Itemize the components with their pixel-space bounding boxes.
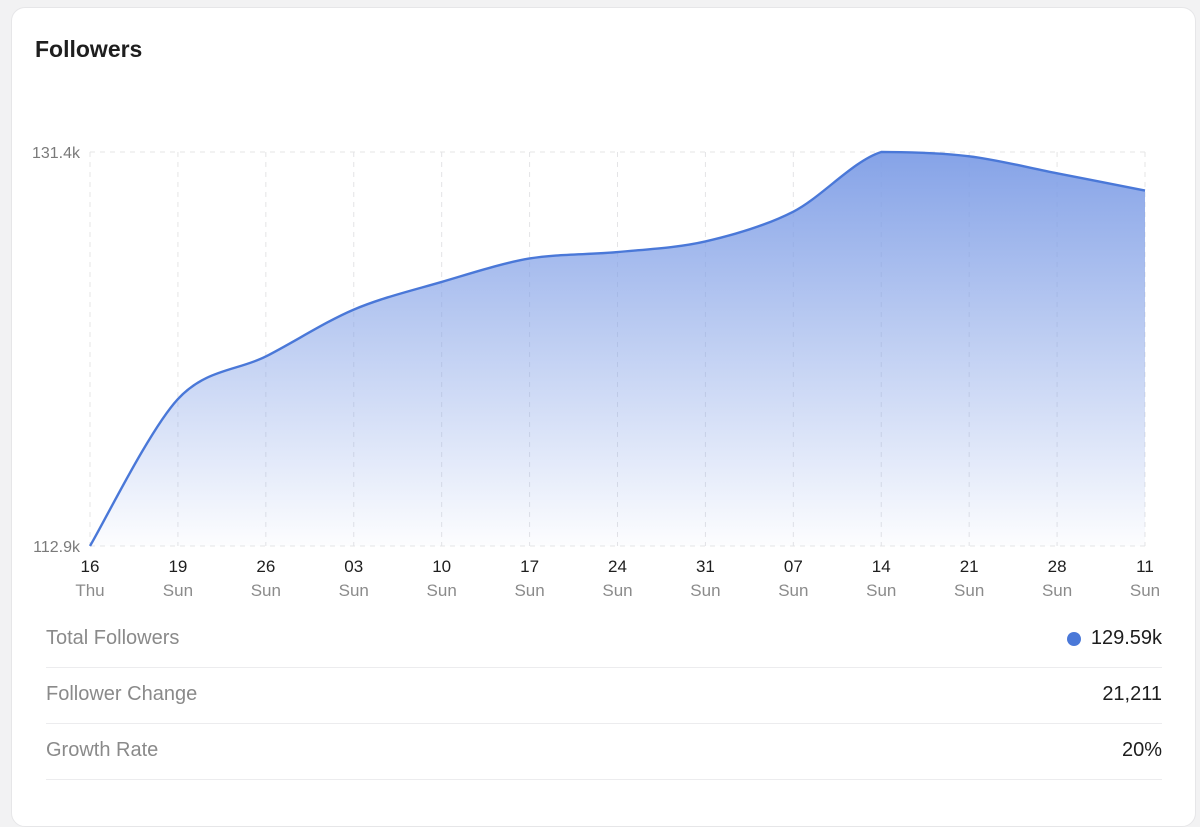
- stat-row-follower-change: Follower Change 21,211: [46, 668, 1162, 724]
- stat-label: Growth Rate: [46, 739, 159, 761]
- x-tick-day-label: 24: [608, 557, 627, 576]
- x-tick-weekday-label: Sun: [339, 581, 369, 600]
- stats-list: Total Followers 129.59k Follower Change …: [46, 612, 1162, 780]
- series-area: [90, 152, 1145, 546]
- x-tick-day-label: 28: [1048, 557, 1067, 576]
- x-tick-weekday-label: Sun: [690, 581, 720, 600]
- stat-label: Total Followers: [46, 627, 180, 649]
- stat-value: 129.59k: [1090, 627, 1162, 649]
- stat-value-wrap: 20%: [1122, 739, 1162, 762]
- series-dot-icon: [1066, 631, 1081, 646]
- x-tick-day-label: 26: [256, 557, 275, 576]
- x-tick-day-label: 11: [1136, 557, 1154, 576]
- x-tick-weekday-label: Sun: [427, 581, 457, 600]
- x-tick-weekday-label: Sun: [866, 581, 896, 600]
- stat-value: 20%: [1121, 739, 1162, 761]
- stat-value: 21,211: [1102, 683, 1162, 705]
- y-tick-label: 131.4k: [32, 145, 81, 162]
- x-tick-weekday-label: Sun: [954, 581, 984, 600]
- stat-value-wrap: 21,211: [1102, 683, 1162, 706]
- x-tick-weekday-label: Sun: [602, 581, 632, 600]
- x-tick-weekday-label: Thu: [75, 581, 104, 600]
- x-tick-day-label: 07: [784, 557, 803, 576]
- x-tick-weekday-label: Sun: [163, 581, 193, 600]
- x-tick-day-label: 14: [872, 557, 891, 576]
- series-line: [88, 150, 1146, 547]
- x-tick-weekday-label: Sun: [1042, 581, 1072, 600]
- x-tick-day-label: 10: [432, 557, 451, 576]
- x-tick-weekday-label: Sun: [778, 581, 808, 600]
- x-tick-day-label: 21: [960, 557, 979, 576]
- stat-value-wrap: 129.59k: [1066, 627, 1162, 650]
- x-tick-weekday-label: Sun: [514, 581, 544, 600]
- y-tick-label: 112.9k: [33, 539, 81, 556]
- x-tick-day-label: 03: [344, 557, 363, 576]
- stat-row-total-followers: Total Followers 129.59k: [46, 612, 1162, 668]
- x-tick-day-label: 16: [81, 557, 100, 576]
- x-tick-weekday-label: Sun: [251, 581, 281, 600]
- card-title: Followers: [35, 36, 143, 62]
- x-tick-day-label: 31: [696, 557, 715, 576]
- stat-label: Follower Change: [46, 683, 198, 705]
- x-tick-day-label: 19: [168, 557, 187, 576]
- stat-row-growth-rate: Growth Rate 20%: [46, 724, 1162, 780]
- x-tick-day-label: 17: [520, 557, 539, 576]
- x-tick-weekday-label: Sun: [1130, 581, 1160, 600]
